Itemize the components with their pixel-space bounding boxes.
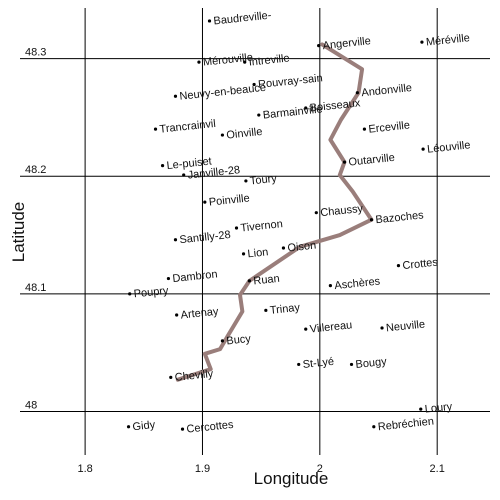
town-point (421, 147, 425, 151)
town-label: Erceville (368, 119, 411, 135)
town-label: Rebréchien (377, 415, 434, 433)
y-tick-label: 48.1 (25, 282, 46, 294)
town-label: Lion (247, 246, 269, 260)
town-point (173, 238, 178, 242)
town-point (257, 113, 261, 117)
town-label: Oinville (226, 126, 263, 142)
town-label: Chaussy (320, 203, 364, 219)
town-point (247, 279, 252, 283)
town-point (369, 218, 374, 222)
town-point (304, 327, 308, 331)
town-point (244, 179, 248, 183)
town-point (355, 91, 359, 95)
town-point (304, 106, 308, 110)
town-point (160, 164, 165, 168)
town-label: Aschères (334, 275, 381, 292)
town-point (182, 173, 186, 177)
y-axis-title: Latitude (9, 202, 28, 263)
town-label: Rouvray-sain (258, 72, 324, 91)
town-point (243, 60, 247, 64)
town-label: Le-puiset (166, 156, 212, 173)
town-point (126, 425, 131, 429)
y-tick-label: 48.2 (25, 164, 46, 176)
town-point (234, 226, 239, 230)
town-label: Mérouville (202, 51, 253, 68)
town-point (419, 407, 423, 411)
town-label: Baudreville- (213, 9, 272, 27)
town-label: St-Lyé (302, 356, 334, 371)
town-point (252, 82, 256, 87)
town-point (281, 246, 286, 250)
town-label: Artenay (180, 306, 219, 322)
town-point (396, 264, 401, 268)
town-label: Andonville (361, 82, 413, 99)
town-point (169, 375, 173, 379)
town-point (197, 60, 201, 64)
town-point (264, 308, 268, 312)
town-label: Janville-28 (187, 164, 241, 181)
town-point (372, 425, 376, 429)
town-label: Outarville (348, 152, 395, 169)
town-label: Trinay (269, 302, 301, 317)
town-point (342, 160, 347, 164)
town-label: Neuville (385, 318, 425, 334)
town-label: Villereau (309, 319, 353, 335)
town-label: Bucy (226, 333, 252, 348)
route (175, 42, 374, 382)
town-label: Angerville (322, 35, 371, 52)
x-tick-label: 1.9 (195, 463, 210, 475)
x-tick-label: 1.8 (77, 463, 92, 475)
town-label: Trancrainvil (159, 118, 216, 136)
x-tick-label: 2.1 (430, 463, 445, 475)
y-tick-label: 48.3 (25, 47, 46, 59)
x-tick-label: 2 (317, 463, 323, 475)
town-point (207, 19, 212, 23)
town-point (380, 326, 384, 330)
town-point (420, 40, 424, 44)
town-label: Poupry (133, 285, 169, 301)
town-label: Tivernon (240, 218, 283, 234)
town-label: Toury (249, 173, 278, 188)
x-axis-title: Longitude (254, 469, 329, 488)
town-point (153, 127, 158, 131)
town-point (220, 339, 225, 343)
town-point (128, 292, 132, 296)
town-label: Santilly-28 (179, 229, 231, 246)
town-label: Ruan (253, 273, 280, 288)
town-point (362, 127, 367, 131)
y-tick-label: 48 (25, 399, 37, 411)
town-label: Bougy (355, 356, 388, 371)
town-label: Oison (287, 240, 317, 255)
town-label: Crottes (402, 256, 439, 272)
town-label: Poinville (208, 192, 250, 208)
town-point (297, 362, 301, 367)
town-point (175, 313, 179, 317)
town-point (203, 200, 207, 204)
town-label: Cercottes (186, 419, 235, 436)
town-point (328, 284, 332, 288)
town-point (166, 276, 171, 281)
town-label: Gidy (132, 419, 156, 433)
town-label: Intreville (248, 52, 290, 68)
town-label: Loury (424, 401, 453, 416)
town-label: Bazoches (375, 209, 425, 226)
town-point (314, 211, 318, 215)
town-label: Dambron (172, 268, 218, 285)
town-point (220, 133, 225, 137)
town-point (241, 252, 246, 256)
town-label: Méréville (425, 32, 470, 49)
town-point (180, 427, 185, 431)
town-label: Léouville (427, 139, 471, 155)
town-point (349, 362, 354, 367)
town-label: Boisseaux (309, 97, 361, 114)
town-point (317, 44, 321, 48)
town-label: Chevilly (174, 368, 214, 384)
town-point (173, 94, 178, 98)
